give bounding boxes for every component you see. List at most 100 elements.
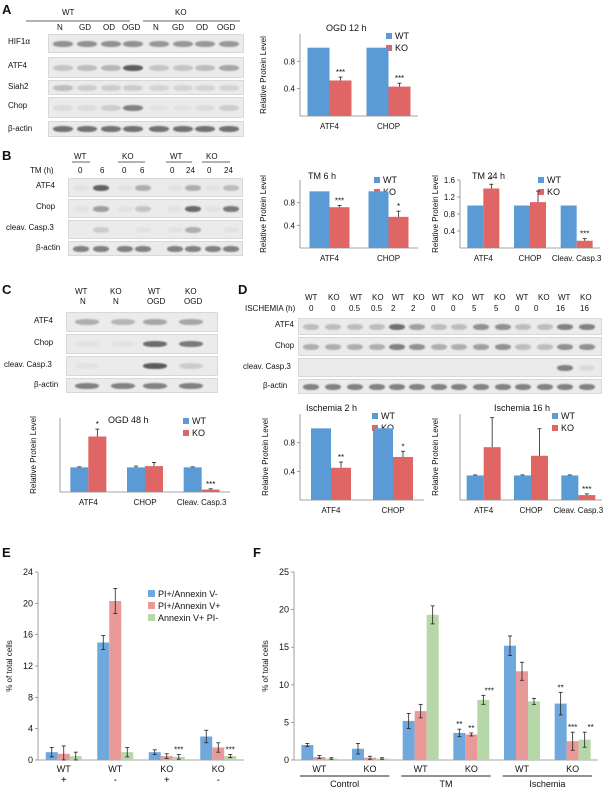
blot-band	[111, 319, 135, 325]
group-label: WT	[148, 287, 161, 296]
legend-swatch	[538, 189, 544, 195]
x-tick-label: -	[217, 775, 220, 786]
blot-band	[149, 64, 169, 71]
blot-band	[219, 84, 239, 91]
legend-swatch	[386, 45, 392, 51]
x-tick-label: -	[114, 775, 117, 786]
blot-band	[143, 363, 167, 369]
blot-band	[205, 205, 221, 212]
blot-band	[473, 323, 489, 330]
blot-band	[179, 363, 203, 369]
y-axis-label: Relative Protein Level	[432, 418, 440, 496]
legend-swatch	[374, 177, 380, 183]
blot-band	[223, 205, 239, 212]
blot-band	[195, 126, 215, 132]
blot-band	[557, 364, 573, 371]
legend-swatch	[148, 602, 155, 609]
chart-c: Relative Protein Level OGD 48 h WT KO * ATF4 C…	[29, 415, 230, 507]
blot-band	[111, 341, 135, 347]
significance-mark: *	[490, 175, 493, 184]
y-tick-label: 1.2	[444, 193, 456, 202]
blot-band	[195, 40, 215, 47]
group-label: KO	[538, 293, 550, 302]
western-blot-actin	[68, 241, 243, 256]
significance-mark: ***	[568, 723, 577, 732]
bar	[516, 671, 528, 760]
blot-band	[167, 226, 183, 233]
y-tick-label: 0.4	[284, 221, 296, 230]
blot-band	[77, 84, 97, 91]
y-tick-label: 8	[28, 692, 33, 702]
blot-band	[77, 104, 97, 111]
x-tick-label: CHOP	[133, 498, 156, 507]
group-label: WT	[62, 8, 75, 17]
x-tick-label: KO	[212, 764, 225, 774]
y-tick-label: 0	[28, 755, 33, 765]
blot-band	[123, 104, 143, 111]
bar	[388, 216, 409, 248]
chart-title: Ischemia 16 h	[494, 403, 550, 413]
bar	[301, 744, 314, 760]
bar	[426, 614, 439, 760]
blot-band	[167, 205, 183, 212]
x-tick-label: +	[61, 775, 67, 786]
lane-label: OGD	[184, 297, 203, 306]
blot-band	[135, 184, 151, 191]
blot-row-label: Chop	[34, 338, 54, 347]
y-tick-label: 0.8	[284, 199, 296, 208]
group-label: WT	[516, 293, 529, 302]
bar	[331, 467, 351, 500]
bar	[307, 47, 330, 116]
western-blot-chop	[48, 97, 244, 118]
blot-band	[303, 343, 319, 350]
blot-band	[75, 319, 99, 325]
lane-label: 0	[515, 304, 520, 313]
blot-band	[75, 363, 99, 369]
blot-band	[389, 343, 405, 350]
blot-band	[515, 343, 531, 350]
bar	[88, 436, 107, 492]
lane-label: GD	[172, 23, 184, 32]
x-tick-label: ATF4	[474, 254, 494, 263]
x-tick-label: CHOP	[519, 506, 542, 515]
chart-d-16h: Relative Protein Level Ischemia 16 h WT KO A…	[432, 403, 604, 515]
bar	[311, 428, 331, 500]
lane-label: 0	[170, 166, 175, 175]
blot-band	[195, 84, 215, 91]
blot-band	[53, 126, 73, 132]
blot-band	[75, 341, 99, 347]
blot-band	[93, 184, 109, 191]
lane-label: 2	[411, 304, 416, 313]
significance-mark: *	[397, 202, 400, 211]
group-label: WT	[305, 293, 318, 302]
y-tick-label: 0.8	[444, 210, 456, 219]
bar	[514, 205, 530, 248]
blot-row-label: cleav. Casp.3	[6, 223, 54, 232]
legend-swatch	[148, 590, 155, 597]
lane-label: GD	[79, 23, 91, 32]
blot-band	[185, 205, 201, 212]
group-label: KO	[580, 293, 592, 302]
bar	[453, 732, 466, 760]
lane-label: 0	[122, 166, 127, 175]
lane-label: OD	[103, 23, 115, 32]
western-blot-atf4	[68, 178, 243, 197]
x-tick-label: KO	[160, 764, 173, 774]
y-tick-label: 12	[23, 661, 33, 671]
legend-label: WT	[381, 411, 395, 421]
lane-label: 0	[78, 166, 83, 175]
blot-row-label: Chop	[275, 341, 295, 350]
lane-label: 6	[100, 166, 105, 175]
western-blot-chop	[298, 337, 602, 356]
significance-mark: *	[96, 420, 99, 429]
section-label: TM	[440, 779, 453, 789]
chart-b-tm24: 0.4 0.8 1.2 1.6 Relative Protein Level TM 24 …	[432, 171, 602, 263]
blot-band	[579, 364, 595, 371]
section-label: Ischemia	[529, 779, 565, 789]
blot-band	[123, 84, 143, 91]
blot-band	[123, 64, 143, 71]
blot-band	[431, 383, 447, 390]
chart-e: 0 4 8 12 16 20 24 % of total cells PI+/Annexin V…	[5, 567, 244, 786]
blot-band	[53, 104, 73, 111]
blot-row-label: β-actin	[8, 124, 33, 133]
